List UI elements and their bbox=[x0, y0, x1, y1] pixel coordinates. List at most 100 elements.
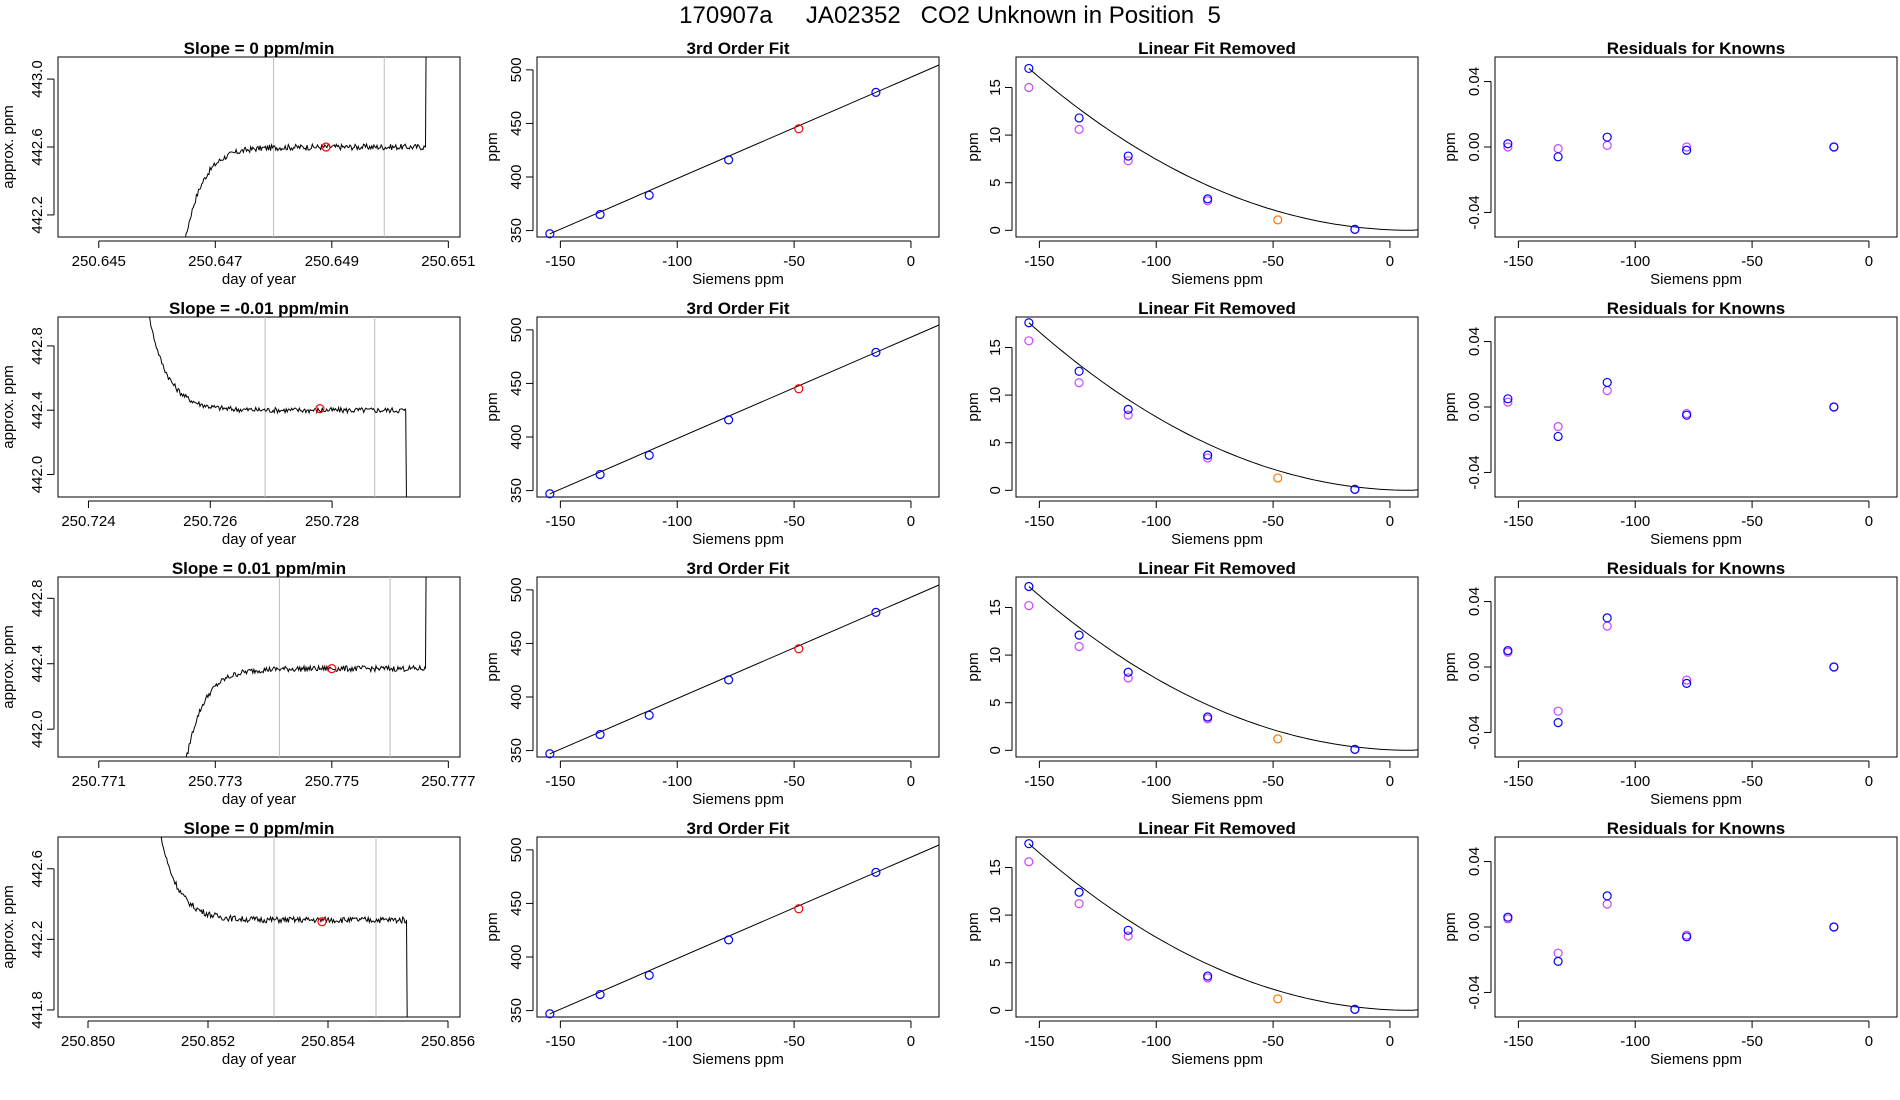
y-tick-label: 442.2 bbox=[29, 196, 46, 234]
x-tick-label: 250.852 bbox=[181, 1033, 235, 1050]
resid-fit-point bbox=[1682, 410, 1692, 420]
known-point bbox=[545, 229, 555, 239]
x-tick-label: 250.645 bbox=[72, 253, 126, 270]
x-axis-label: day of year bbox=[222, 1051, 296, 1068]
y-tick-label: 0 bbox=[987, 1006, 1004, 1014]
known-fit-point bbox=[1350, 744, 1360, 754]
resid-fit-point bbox=[1829, 142, 1839, 152]
x-axis-label: Siemens ppm bbox=[1650, 531, 1742, 548]
x-tick-label: 0 bbox=[1386, 513, 1394, 530]
y-tick-label: -0.04 bbox=[1466, 455, 1483, 489]
y-tick-label: 10 bbox=[987, 647, 1004, 664]
y-tick-label: 442.6 bbox=[29, 128, 46, 166]
resid-fit-point bbox=[1553, 152, 1563, 162]
known-point bbox=[644, 710, 654, 720]
y-tick-label: 5 bbox=[987, 959, 1004, 967]
x-tick-label: -150 bbox=[1503, 1033, 1533, 1050]
y-tick-label: 350 bbox=[508, 998, 525, 1023]
resid-fit-point bbox=[1503, 912, 1513, 922]
resid-raw-point bbox=[1553, 706, 1563, 716]
y-axis-label: approx. ppm bbox=[0, 625, 17, 708]
x-tick-label: -50 bbox=[1262, 253, 1284, 270]
y-tick-label: 442.4 bbox=[29, 645, 46, 683]
y-axis-label: ppm bbox=[965, 912, 982, 941]
y-tick-label: 450 bbox=[508, 631, 525, 656]
y-tick-label: 400 bbox=[508, 424, 525, 449]
y-tick-label: 500 bbox=[508, 317, 525, 342]
timeseries-panel: Slope = 0 ppm/min 250.850 250.852 250.854 25… bbox=[0, 819, 475, 1068]
x-tick-label: -50 bbox=[783, 773, 805, 790]
x-tick-label: -150 bbox=[545, 773, 575, 790]
known-fit-point bbox=[1074, 630, 1084, 640]
figure-row: Slope = -0.01 ppm/min 250.724 250.726 250.7… bbox=[0, 299, 1898, 548]
resid-panel: Residuals for Knowns -150 -100 -50 0 Siemens … bbox=[1442, 39, 1898, 288]
y-tick-label: 0.04 bbox=[1466, 847, 1483, 876]
known-raw-point bbox=[1024, 82, 1034, 93]
figure-row: Slope = 0.01 ppm/min 250.771 250.773 250.77… bbox=[0, 559, 1898, 808]
plot-frame bbox=[1015, 576, 1419, 758]
y-axis-label: ppm bbox=[1442, 652, 1459, 681]
resid-fit-point bbox=[1602, 891, 1612, 901]
trace-line bbox=[185, 577, 427, 757]
resid-fit-point bbox=[1503, 139, 1513, 149]
known-raw-point bbox=[1074, 641, 1084, 652]
x-axis-label: day of year bbox=[222, 531, 296, 548]
plot-title: Residuals for Knowns bbox=[1607, 819, 1786, 838]
x-axis-label: day of year bbox=[222, 271, 296, 288]
y-axis-label: ppm bbox=[965, 652, 982, 681]
known-raw-point bbox=[1123, 673, 1133, 683]
y-tick-label: -0.04 bbox=[1466, 195, 1483, 229]
unknown-point bbox=[1273, 994, 1283, 1004]
figure-row: Slope = 0 ppm/min 250.645 250.647 250.649 25… bbox=[0, 39, 1898, 288]
known-point bbox=[595, 469, 605, 480]
resid-fit-point bbox=[1503, 646, 1513, 656]
y-tick-label: 441.8 bbox=[29, 991, 46, 1029]
x-tick-label: 0 bbox=[1386, 773, 1394, 790]
known-point bbox=[595, 989, 605, 1000]
y-tick-label: 10 bbox=[987, 387, 1004, 404]
plot-frame bbox=[536, 56, 940, 238]
y-axis-label: ppm bbox=[1442, 132, 1459, 161]
y-tick-label: 350 bbox=[508, 478, 525, 503]
resid-panel: Residuals for Knowns -150 -100 -50 0 Siemens … bbox=[1442, 299, 1898, 548]
x-tick-label: -100 bbox=[662, 513, 692, 530]
known-point bbox=[545, 749, 555, 759]
y-tick-label: 5 bbox=[987, 439, 1004, 447]
y-tick-label: 15 bbox=[987, 599, 1004, 616]
y-tick-label: 5 bbox=[987, 179, 1004, 187]
resid-fit-point bbox=[1829, 402, 1839, 412]
x-axis-label: Siemens ppm bbox=[1171, 791, 1263, 808]
y-tick-label: 442.2 bbox=[29, 921, 46, 959]
x-tick-label: 0 bbox=[1865, 1033, 1873, 1050]
known-point bbox=[595, 209, 605, 220]
resid-raw-point bbox=[1503, 142, 1513, 152]
known-point bbox=[644, 190, 654, 200]
known-fit-point bbox=[1350, 224, 1360, 234]
x-tick-label: -150 bbox=[1503, 513, 1533, 530]
x-tick-label: -50 bbox=[1741, 253, 1763, 270]
x-tick-label: 250.728 bbox=[305, 513, 359, 530]
y-tick-label: 443.0 bbox=[29, 60, 46, 98]
y-tick-label: 0.04 bbox=[1466, 327, 1483, 356]
x-tick-label: -50 bbox=[783, 1033, 805, 1050]
x-tick-label: 250.854 bbox=[301, 1033, 355, 1050]
y-tick-label: 10 bbox=[987, 907, 1004, 924]
resid-fit-point bbox=[1602, 377, 1612, 388]
y-tick-label: 0 bbox=[987, 226, 1004, 234]
x-axis-label: Siemens ppm bbox=[1650, 791, 1742, 808]
known-point bbox=[871, 607, 881, 617]
x-tick-label: -150 bbox=[1503, 253, 1533, 270]
y-tick-label: 15 bbox=[987, 859, 1004, 876]
x-tick-label: -50 bbox=[1262, 773, 1284, 790]
resid-fit-point bbox=[1602, 132, 1612, 142]
plot-title: Slope = 0.01 ppm/min bbox=[172, 559, 346, 578]
x-tick-label: -100 bbox=[1620, 513, 1650, 530]
x-tick-label: 0 bbox=[907, 773, 915, 790]
unknown-point bbox=[1273, 473, 1283, 483]
x-tick-label: 0 bbox=[907, 513, 915, 530]
known-fit-point bbox=[1350, 484, 1360, 494]
fit-panel: 3rd Order Fit -150 -100 -50 0 Siemens ppm 350 4… bbox=[484, 299, 940, 548]
fit-line bbox=[549, 64, 940, 235]
y-axis-label: ppm bbox=[484, 132, 501, 161]
fit-panel: 3rd Order Fit -150 -100 -50 0 Siemens ppm 350 4… bbox=[484, 819, 940, 1068]
